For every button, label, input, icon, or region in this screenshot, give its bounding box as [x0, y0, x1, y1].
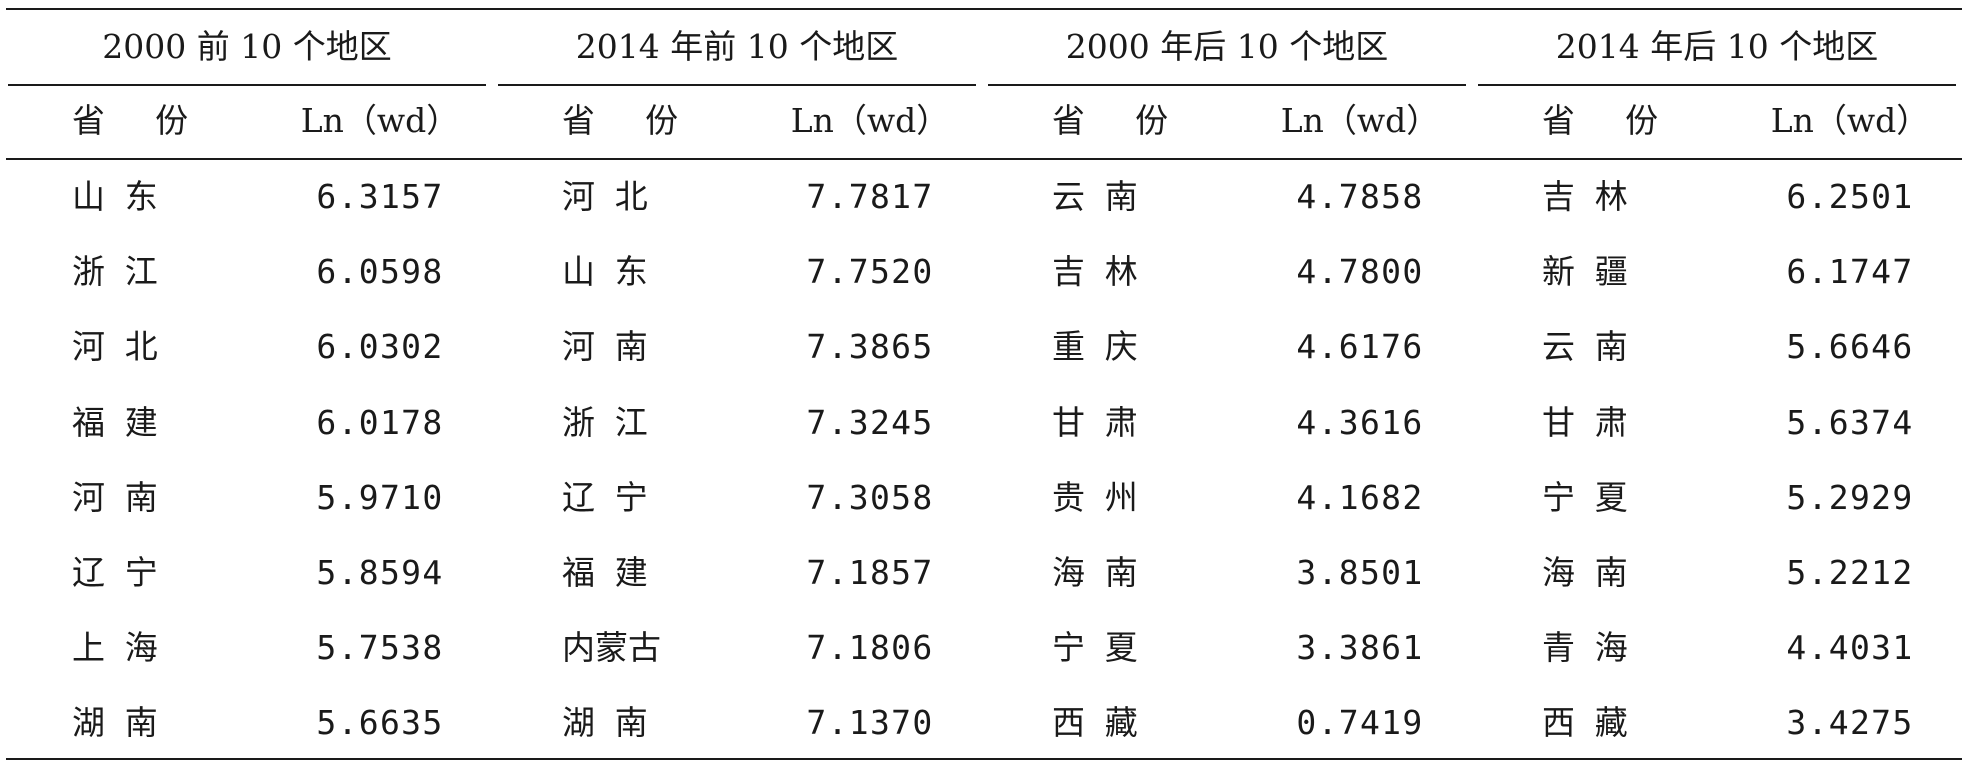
column-header-ln-wd: Ln（wd）	[1280, 101, 1440, 140]
province-cell: 上海	[72, 628, 178, 668]
ln-wd-value-cell: 6.0598	[316, 252, 444, 292]
province-cell: 山东	[562, 252, 668, 292]
column-header-province: 省 份	[1052, 101, 1188, 140]
column-header-ln-wd: Ln（wd）	[300, 101, 460, 140]
province-cell: 福建	[72, 402, 178, 442]
ln-wd-value-cell: 7.1370	[806, 703, 934, 743]
group-title-rule	[988, 84, 1466, 86]
province-cell: 湖南	[72, 703, 178, 743]
ln-wd-value-cell: 7.3058	[806, 477, 934, 517]
province-cell: 海南	[1542, 553, 1648, 592]
province-cell: 西藏	[1052, 703, 1158, 743]
ln-wd-value-cell: 7.1857	[806, 553, 934, 592]
top-rule	[6, 8, 1962, 10]
province-cell: 宁夏	[1052, 628, 1158, 668]
province-cell: 河南	[72, 477, 178, 517]
bottom-rule	[6, 758, 1962, 760]
province-cell: 西藏	[1542, 703, 1648, 743]
province-cell: 新疆	[1542, 252, 1648, 292]
ln-wd-value-cell: 4.6176	[1296, 327, 1424, 367]
ln-wd-value-cell: 6.3157	[316, 177, 444, 216]
province-cell: 甘肃	[1542, 402, 1648, 442]
province-cell: 内蒙古	[562, 628, 661, 668]
ln-wd-value-cell: 7.3245	[806, 402, 934, 442]
ln-wd-value-cell: 5.2212	[1786, 553, 1914, 592]
column-header-ln-wd: Ln（wd）	[790, 101, 950, 140]
province-cell: 吉林	[1542, 177, 1648, 216]
province-cell: 甘肃	[1052, 402, 1158, 442]
ln-wd-value-cell: 5.9710	[316, 477, 444, 517]
header-bottom-rule	[6, 158, 1962, 160]
ln-wd-value-cell: 7.1806	[806, 628, 934, 668]
column-header-province: 省 份	[1542, 101, 1678, 140]
ln-wd-value-cell: 5.7538	[316, 628, 444, 668]
ln-wd-value-cell: 3.3861	[1296, 628, 1424, 668]
column-header-ln-wd: Ln（wd）	[1770, 101, 1930, 140]
ln-wd-value-cell: 5.6646	[1786, 327, 1914, 367]
group-title-rule	[1478, 84, 1956, 86]
province-cell: 云南	[1052, 177, 1158, 216]
province-cell: 浙江	[562, 402, 668, 442]
province-cell: 重庆	[1052, 327, 1158, 367]
column-header-province: 省 份	[72, 101, 208, 140]
group-title: 2014 年前 10 个地区	[575, 27, 899, 66]
province-cell: 河北	[562, 177, 668, 216]
ln-wd-value-cell: 5.2929	[1786, 477, 1914, 517]
ln-wd-value-cell: 0.7419	[1296, 703, 1424, 743]
ln-wd-value-cell: 7.7520	[806, 252, 934, 292]
ln-wd-value-cell: 4.1682	[1296, 477, 1424, 517]
province-cell: 贵州	[1052, 477, 1158, 517]
province-cell: 湖南	[562, 703, 668, 743]
ln-wd-value-cell: 6.0302	[316, 327, 444, 367]
ln-wd-value-cell: 4.7858	[1296, 177, 1424, 216]
province-cell: 河南	[562, 327, 668, 367]
province-cell: 辽宁	[562, 477, 668, 517]
province-cell: 青海	[1542, 628, 1648, 668]
province-cell: 山东	[72, 177, 178, 216]
province-cell: 福建	[562, 553, 668, 592]
group-title-rule	[8, 84, 486, 86]
ln-wd-value-cell: 7.7817	[806, 177, 934, 216]
province-cell: 河北	[72, 327, 178, 367]
ln-wd-value-cell: 4.4031	[1786, 628, 1914, 668]
ln-wd-value-cell: 5.6635	[316, 703, 444, 743]
group-title-rule	[498, 84, 976, 86]
province-cell: 海南	[1052, 553, 1158, 592]
ln-wd-value-cell: 6.2501	[1786, 177, 1914, 216]
ln-wd-value-cell: 5.8594	[316, 553, 444, 592]
province-cell: 宁夏	[1542, 477, 1648, 517]
ln-wd-value-cell: 6.0178	[316, 402, 444, 442]
group-title: 2014 年后 10 个地区	[1555, 27, 1879, 66]
ln-wd-value-cell: 5.6374	[1786, 402, 1914, 442]
group-title: 2000 年后 10 个地区	[1065, 27, 1389, 66]
ln-wd-value-cell: 7.3865	[806, 327, 934, 367]
province-cell: 浙江	[72, 252, 178, 292]
province-cell: 吉林	[1052, 252, 1158, 292]
ln-wd-value-cell: 4.7800	[1296, 252, 1424, 292]
ln-wd-value-cell: 4.3616	[1296, 402, 1424, 442]
province-cell: 辽宁	[72, 553, 178, 592]
ln-wd-value-cell: 3.4275	[1786, 703, 1914, 743]
ln-wd-value-cell: 3.8501	[1296, 553, 1424, 592]
group-title: 2000 前 10 个地区	[102, 27, 392, 66]
column-header-province: 省 份	[562, 101, 698, 140]
ln-wd-value-cell: 6.1747	[1786, 252, 1914, 292]
province-cell: 云南	[1542, 327, 1648, 367]
